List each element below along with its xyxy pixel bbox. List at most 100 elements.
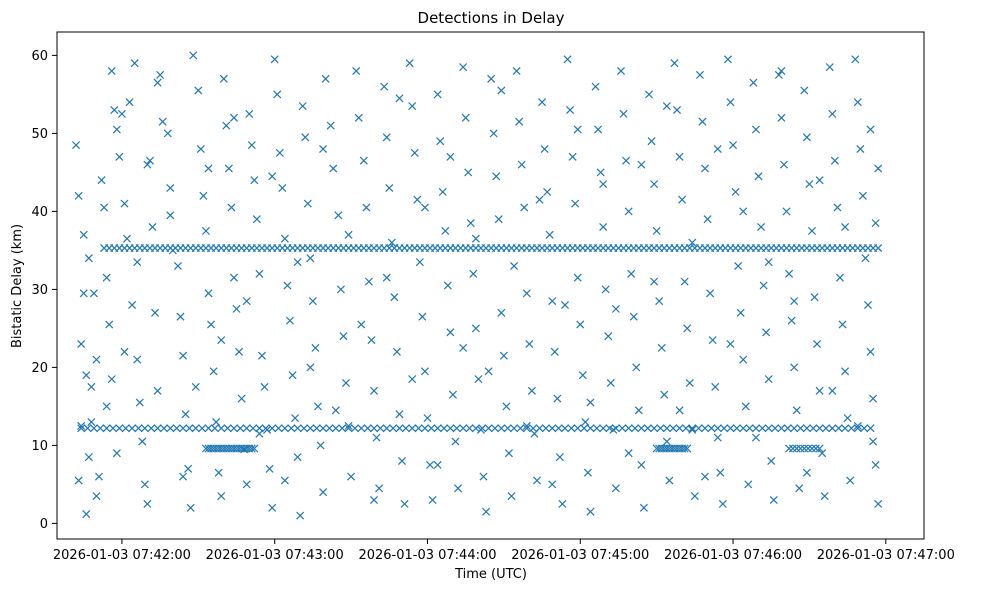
data-point xyxy=(825,63,834,72)
data-point xyxy=(540,144,549,154)
data-point xyxy=(471,424,480,433)
data-point xyxy=(257,351,266,360)
data-point xyxy=(751,125,760,134)
data-point xyxy=(133,355,142,364)
data-point xyxy=(312,424,321,433)
data-point xyxy=(110,105,119,115)
data-point xyxy=(465,424,474,433)
x-axis-label: Time (UTC) xyxy=(454,567,527,582)
data-point xyxy=(143,160,152,169)
data-point xyxy=(389,424,398,433)
data-point xyxy=(364,277,373,286)
data-point xyxy=(217,424,226,433)
data-point xyxy=(739,424,748,433)
data-point xyxy=(522,289,531,298)
data-point xyxy=(726,339,735,349)
data-point xyxy=(454,484,463,493)
data-point xyxy=(235,347,244,356)
data-point xyxy=(341,378,351,388)
data-point xyxy=(599,222,608,232)
data-point xyxy=(84,453,93,462)
data-point xyxy=(268,172,277,181)
data-point xyxy=(813,339,822,349)
data-point xyxy=(415,258,424,267)
data-point xyxy=(207,320,216,329)
data-point xyxy=(828,386,837,395)
data-point xyxy=(250,176,259,185)
data-point xyxy=(525,339,534,349)
data-point xyxy=(97,176,106,185)
data-point xyxy=(502,402,511,411)
data-point xyxy=(313,402,323,411)
data-point xyxy=(441,226,450,235)
data-point xyxy=(359,156,368,165)
data-point xyxy=(675,406,684,415)
data-point xyxy=(729,141,738,150)
data-point xyxy=(764,424,773,433)
data-point xyxy=(723,55,732,64)
data-point xyxy=(249,424,258,433)
x-tick-label: 2026-01-03 07:46:00 xyxy=(664,548,802,563)
x-tick-label: 2026-01-03 07:43:00 xyxy=(206,548,344,563)
data-point xyxy=(336,285,345,294)
data-point xyxy=(529,424,538,433)
data-point xyxy=(414,424,423,433)
data-point xyxy=(802,424,811,433)
data-point xyxy=(581,417,590,427)
data-point xyxy=(438,187,447,196)
data-point xyxy=(291,414,300,423)
data-point xyxy=(395,424,404,433)
data-point xyxy=(466,219,475,228)
data-point xyxy=(120,347,129,356)
data-point xyxy=(503,424,512,433)
data-point xyxy=(647,137,656,146)
data-point xyxy=(788,444,797,453)
data-point xyxy=(369,424,379,433)
data-point xyxy=(166,183,175,193)
data-point xyxy=(694,424,703,433)
data-point xyxy=(201,226,210,235)
data-point xyxy=(707,424,716,433)
data-point xyxy=(105,320,114,329)
data-point xyxy=(186,503,195,512)
data-point xyxy=(344,421,353,430)
data-point xyxy=(446,152,455,161)
data-point xyxy=(117,109,126,118)
data-point xyxy=(255,424,264,433)
data-point xyxy=(828,424,837,433)
data-point xyxy=(821,424,830,433)
data-point xyxy=(835,273,844,282)
data-point xyxy=(846,476,855,485)
data-point xyxy=(79,230,88,239)
data-point xyxy=(270,55,279,64)
data-point xyxy=(273,90,282,99)
data-point xyxy=(675,424,684,433)
data-point xyxy=(548,480,557,489)
data-point xyxy=(527,386,536,395)
data-point xyxy=(866,424,875,433)
data-point xyxy=(166,211,175,220)
data-point xyxy=(74,476,83,485)
data-point xyxy=(191,424,200,433)
data-points xyxy=(72,51,883,520)
data-point xyxy=(306,424,315,433)
data-point xyxy=(652,226,661,235)
data-point xyxy=(571,199,580,208)
data-point xyxy=(688,238,697,247)
data-point xyxy=(397,456,407,466)
data-point xyxy=(299,424,309,433)
data-point xyxy=(145,156,154,165)
data-point xyxy=(133,258,142,267)
data-point xyxy=(698,117,707,126)
data-point xyxy=(586,398,595,407)
data-point xyxy=(796,424,805,433)
data-point xyxy=(338,424,347,433)
data-point xyxy=(237,394,246,403)
data-point xyxy=(236,424,245,433)
data-point xyxy=(448,390,457,399)
data-point xyxy=(339,332,348,341)
data-point xyxy=(138,437,147,446)
data-point xyxy=(89,289,98,298)
data-point xyxy=(92,355,101,364)
